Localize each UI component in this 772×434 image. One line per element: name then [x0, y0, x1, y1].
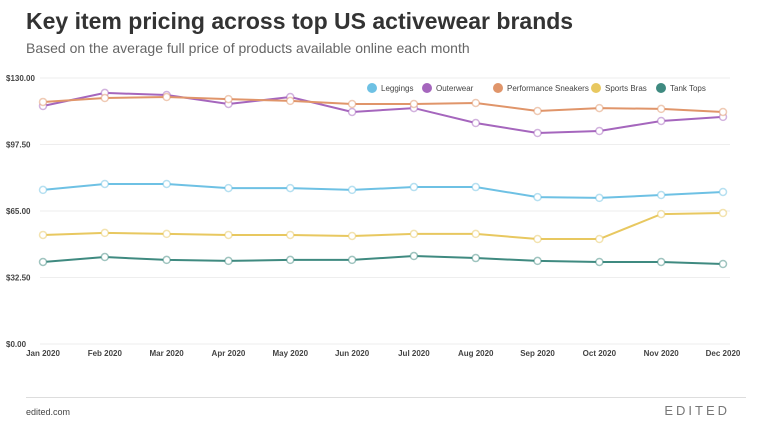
data-point	[595, 257, 604, 267]
data-point	[595, 126, 604, 136]
footer-source: edited.com	[26, 407, 71, 417]
data-point	[718, 107, 728, 117]
x-tick-label: May 2020	[272, 349, 308, 358]
data-point	[471, 118, 480, 128]
data-point	[656, 257, 666, 267]
y-tick-label: $65.00	[6, 207, 31, 216]
legend-swatch	[591, 83, 601, 93]
legend-label: Sports Bras	[605, 84, 647, 93]
x-tick-label: Nov 2020	[644, 349, 680, 358]
legend-swatch	[656, 83, 666, 93]
data-point	[38, 257, 48, 267]
legend-label: Tank Tops	[670, 84, 706, 93]
data-point	[38, 185, 48, 195]
data-point	[286, 96, 295, 106]
data-point	[533, 234, 542, 244]
data-point	[162, 92, 171, 102]
x-tick-label: Jan 2020	[26, 349, 60, 358]
x-tick-label: Dec 2020	[706, 349, 741, 358]
data-point	[471, 229, 480, 239]
data-point	[656, 116, 666, 126]
y-tick-label: $0.00	[6, 340, 27, 349]
data-point	[347, 255, 357, 265]
legend-swatch	[367, 83, 377, 93]
data-point	[656, 104, 666, 114]
data-point	[286, 183, 295, 193]
legend-label: Leggings	[381, 84, 413, 93]
data-point	[595, 193, 604, 203]
x-tick-label: Jul 2020	[398, 349, 430, 358]
data-point	[718, 208, 728, 218]
data-point	[100, 179, 110, 189]
x-tick-label: Jun 2020	[335, 349, 370, 358]
edited-logo: EDITED	[664, 403, 730, 418]
series-line-performance-sneakers	[42, 96, 724, 113]
series-line-outerwear	[42, 91, 724, 135]
y-tick-label: $130.00	[6, 74, 35, 83]
x-tick-label: Sep 2020	[520, 349, 555, 358]
data-point	[409, 182, 419, 192]
data-point	[595, 234, 604, 244]
data-point	[533, 256, 542, 266]
series-line-leggings	[42, 182, 724, 199]
data-point	[38, 97, 48, 107]
x-tick-label: Oct 2020	[583, 349, 617, 358]
data-point	[533, 128, 542, 138]
data-point	[409, 99, 419, 109]
data-point	[656, 190, 666, 200]
data-point	[533, 106, 542, 116]
y-tick-label: $32.50	[6, 274, 31, 283]
data-point	[595, 103, 604, 113]
legend-swatch	[493, 83, 503, 93]
data-point	[162, 179, 171, 189]
data-point	[656, 209, 666, 219]
data-point	[718, 187, 728, 197]
data-point	[471, 253, 480, 263]
data-point	[100, 252, 110, 262]
y-tick-label: $97.50	[6, 141, 31, 150]
x-tick-label: Mar 2020	[150, 349, 185, 358]
legend-swatch	[422, 83, 432, 93]
data-point	[224, 230, 233, 240]
data-point	[100, 228, 110, 238]
data-point	[224, 183, 233, 193]
data-point	[533, 192, 542, 202]
data-point	[224, 94, 233, 104]
data-point	[471, 98, 480, 108]
data-point	[409, 251, 419, 261]
data-point	[38, 230, 48, 240]
footer-divider	[26, 397, 746, 398]
chart-title: Key item pricing across top US activewea…	[26, 8, 574, 34]
data-point	[409, 229, 419, 239]
data-point	[286, 230, 295, 240]
data-point	[718, 259, 728, 269]
data-point	[162, 255, 171, 265]
data-point	[347, 185, 357, 195]
legend-label: Outerwear	[436, 84, 474, 93]
series-line-sports-bras	[42, 212, 724, 241]
data-point	[286, 255, 295, 265]
legend-label: Performance Sneakers	[507, 84, 589, 93]
data-point	[162, 229, 171, 239]
data-point	[347, 107, 357, 117]
data-point	[224, 256, 233, 266]
data-point	[347, 231, 357, 241]
series-line-tank-tops	[42, 255, 724, 265]
x-tick-label: Apr 2020	[212, 349, 246, 358]
x-tick-label: Aug 2020	[458, 349, 494, 358]
data-point	[347, 99, 357, 109]
data-point	[100, 93, 110, 103]
x-tick-label: Feb 2020	[88, 349, 123, 358]
data-point	[471, 182, 480, 192]
chart-subtitle: Based on the average full price of produ…	[26, 40, 470, 56]
